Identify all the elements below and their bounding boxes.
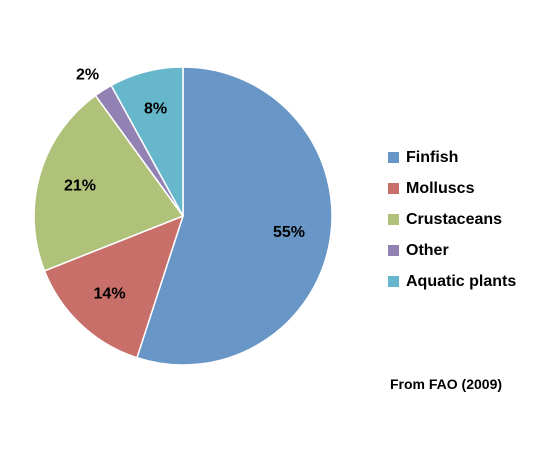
- legend-label-finfish: Finfish: [406, 148, 459, 166]
- legend-swatch-molluscs: [388, 183, 399, 194]
- pie-slices: [33, 66, 333, 366]
- chart-legend: Finfish Molluscs Crustaceans Other Aquatic p…: [388, 142, 516, 297]
- legend-swatch-finfish: [388, 152, 399, 163]
- legend-swatch-other: [388, 245, 399, 256]
- slice-label-crustaceans: 21%: [64, 177, 96, 194]
- pie-slice-molluscs: [43, 214, 185, 359]
- legend-item-molluscs: Molluscs: [388, 173, 516, 204]
- legend-item-aquatic-plants: Aquatic plants: [388, 266, 516, 297]
- legend-label-molluscs: Molluscs: [406, 179, 475, 197]
- pie-slice-finfish: [136, 66, 333, 366]
- legend-label-crustaceans: Crustaceans: [406, 210, 503, 228]
- legend-item-finfish: Finfish: [388, 142, 516, 173]
- source-note: From FAO (2009): [390, 376, 503, 392]
- pie-slice-crustaceans: [33, 94, 185, 272]
- legend-item-crustaceans: Crustaceans: [388, 204, 516, 235]
- slice-label-other: 2%: [76, 66, 99, 83]
- legend-label-aquatic-plants: Aquatic plants: [406, 272, 517, 290]
- pie-labels: 55% 14% 21% 2% 8%: [64, 66, 305, 302]
- slice-label-finfish: 55%: [273, 224, 305, 241]
- legend-label-other: Other: [406, 241, 449, 259]
- pie-slice-aquatic-plants: [110, 66, 184, 217]
- slice-label-aquatic-plants: 8%: [144, 100, 167, 117]
- legend-swatch-crustaceans: [388, 214, 399, 225]
- legend-swatch-aquatic-plants: [388, 276, 399, 287]
- legend-item-other: Other: [388, 235, 516, 266]
- slice-label-molluscs: 14%: [94, 285, 126, 302]
